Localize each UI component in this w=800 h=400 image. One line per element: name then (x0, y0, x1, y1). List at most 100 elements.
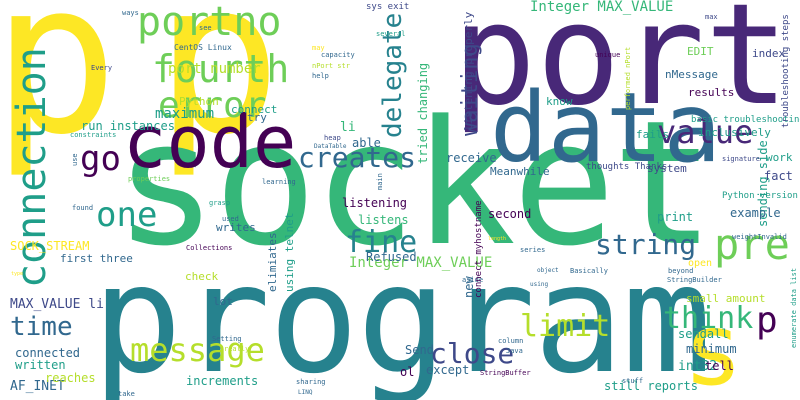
word: increments (186, 374, 259, 388)
word: found (72, 204, 94, 212)
word: maximum (155, 106, 215, 122)
word: take (118, 390, 135, 398)
word: may (312, 44, 325, 52)
word: open (688, 258, 713, 269)
word: length (488, 236, 507, 242)
word: writes (216, 221, 256, 234)
word: Basically (570, 267, 608, 275)
word: sharing (296, 378, 326, 386)
word: several (376, 30, 406, 38)
word: first three (60, 252, 133, 265)
word: try (247, 111, 267, 124)
word: object (537, 267, 559, 274)
word: Every (91, 64, 113, 72)
word: print (657, 210, 694, 224)
word: elimiates (266, 232, 279, 292)
word: Collections (186, 244, 233, 252)
word: MAX_VALUE li (10, 297, 104, 312)
word: results (688, 86, 735, 99)
word: minimum (686, 342, 737, 356)
word: inclusively (698, 126, 771, 139)
word: beyond (668, 267, 694, 275)
word: column (498, 337, 524, 345)
word: fails (636, 128, 670, 141)
word: small amount (686, 292, 766, 305)
word: example (730, 206, 781, 220)
word: string (595, 228, 697, 261)
word: stuff (622, 377, 644, 385)
word: properties (128, 175, 171, 183)
word: p (756, 300, 778, 341)
word: constraints (70, 131, 117, 139)
word: know (546, 95, 573, 108)
word: second (488, 207, 532, 221)
word: think (663, 301, 754, 336)
word: message (130, 331, 265, 369)
word: except (426, 363, 470, 377)
word: unique (595, 51, 621, 59)
word: connected (15, 346, 81, 360)
word: listens (358, 213, 409, 227)
word: series (520, 246, 546, 254)
word: thoughts Thanks (586, 162, 668, 172)
word: Python (179, 95, 219, 108)
word: int32 (678, 359, 718, 374)
word: code (123, 100, 297, 184)
word: nMessage (665, 68, 718, 81)
word: max (705, 13, 718, 21)
word: see (199, 24, 212, 32)
word: used (222, 215, 239, 223)
word: error (158, 85, 267, 126)
word: listening (342, 196, 408, 210)
word: nPort str (312, 62, 350, 70)
word: creates (298, 141, 417, 174)
word: CentOS Linux (174, 43, 232, 52)
word: help (312, 72, 329, 80)
word: limit (520, 309, 611, 344)
word: performed nPort (624, 46, 632, 110)
word: tell (705, 359, 734, 373)
word: signature (722, 155, 760, 163)
word: p (155, 0, 282, 181)
word: lot (213, 295, 233, 308)
word: one (96, 195, 158, 235)
word: tried changing (416, 62, 430, 164)
word: grasp (209, 199, 231, 207)
word: value (657, 113, 754, 151)
word: capacity (321, 51, 355, 59)
word: type (11, 271, 24, 277)
word: system (647, 162, 687, 175)
word: use (71, 153, 79, 166)
word: SOCK_STREAM (10, 239, 90, 253)
word: connect (231, 103, 278, 116)
word: enumerate data list (790, 267, 798, 348)
word: ol (400, 365, 415, 379)
word: troubleshooting steps (781, 14, 791, 128)
word: still reports (604, 379, 698, 393)
word: Meanwhile (490, 165, 550, 178)
word: Refused (366, 250, 417, 264)
word: fact (764, 169, 793, 183)
word: fine (345, 225, 418, 260)
word: p (0, 0, 119, 181)
word: LINQ (298, 389, 313, 396)
word: learning (262, 178, 296, 186)
word: go (80, 139, 121, 179)
word: li (340, 120, 356, 135)
word: data (490, 72, 722, 184)
word: Setting (212, 335, 242, 343)
word: pre (714, 220, 790, 269)
word: listening properly (462, 11, 475, 131)
word: run instances (81, 119, 175, 133)
word: using telnet (283, 212, 296, 292)
word: reaches (45, 371, 96, 385)
word: StringBuilder (667, 276, 722, 284)
word: able (352, 136, 381, 150)
word: ways (122, 9, 139, 17)
word: basic troubleshooting (691, 115, 800, 125)
word: main (376, 173, 384, 190)
word: port (452, 0, 790, 137)
word: Integer MAX_VALUE (530, 0, 674, 15)
word: close (430, 337, 515, 370)
word: check (185, 270, 219, 283)
